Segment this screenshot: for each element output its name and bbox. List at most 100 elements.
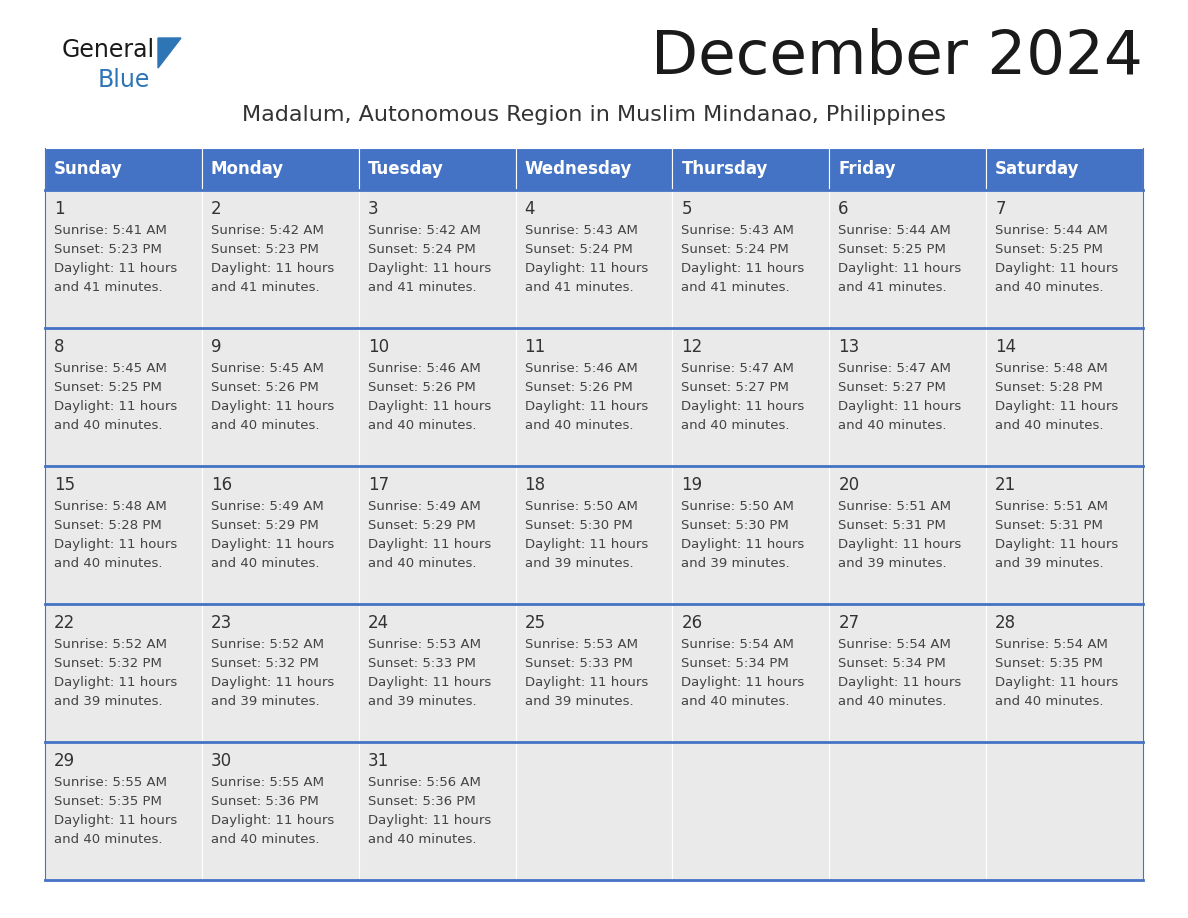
Text: 27: 27 xyxy=(839,614,859,632)
Text: Daylight: 11 hours: Daylight: 11 hours xyxy=(53,676,177,689)
Text: Sunrise: 5:54 AM: Sunrise: 5:54 AM xyxy=(839,638,952,651)
Text: Sunset: 5:27 PM: Sunset: 5:27 PM xyxy=(682,381,789,394)
Text: and 40 minutes.: and 40 minutes. xyxy=(996,281,1104,294)
Text: Daylight: 11 hours: Daylight: 11 hours xyxy=(53,814,177,827)
Text: and 39 minutes.: and 39 minutes. xyxy=(210,695,320,708)
Text: Sunrise: 5:55 AM: Sunrise: 5:55 AM xyxy=(210,776,324,789)
Text: 5: 5 xyxy=(682,200,691,218)
Bar xyxy=(829,190,986,328)
Text: Daylight: 11 hours: Daylight: 11 hours xyxy=(368,400,491,413)
Text: Sunrise: 5:43 AM: Sunrise: 5:43 AM xyxy=(525,224,638,237)
Text: 1: 1 xyxy=(53,200,64,218)
Text: and 41 minutes.: and 41 minutes. xyxy=(682,281,790,294)
Bar xyxy=(516,328,672,466)
Text: Sunset: 5:28 PM: Sunset: 5:28 PM xyxy=(53,519,162,532)
Text: Daylight: 11 hours: Daylight: 11 hours xyxy=(53,538,177,551)
Text: Sunset: 5:25 PM: Sunset: 5:25 PM xyxy=(839,243,946,256)
Text: Saturday: Saturday xyxy=(996,160,1080,178)
Text: Daylight: 11 hours: Daylight: 11 hours xyxy=(839,400,961,413)
Text: Sunset: 5:24 PM: Sunset: 5:24 PM xyxy=(525,243,632,256)
Text: Sunrise: 5:50 AM: Sunrise: 5:50 AM xyxy=(682,500,795,513)
Bar xyxy=(359,466,516,604)
Text: 21: 21 xyxy=(996,476,1017,494)
Text: Sunset: 5:36 PM: Sunset: 5:36 PM xyxy=(210,795,318,808)
Text: and 40 minutes.: and 40 minutes. xyxy=(210,833,320,846)
Text: Daylight: 11 hours: Daylight: 11 hours xyxy=(525,538,647,551)
Text: 19: 19 xyxy=(682,476,702,494)
Bar xyxy=(829,604,986,742)
Bar xyxy=(45,328,202,466)
Bar xyxy=(829,148,986,190)
Text: Sunrise: 5:52 AM: Sunrise: 5:52 AM xyxy=(53,638,168,651)
Bar xyxy=(202,466,359,604)
Text: Daylight: 11 hours: Daylight: 11 hours xyxy=(53,262,177,275)
Text: and 41 minutes.: and 41 minutes. xyxy=(368,281,476,294)
Text: Sunset: 5:31 PM: Sunset: 5:31 PM xyxy=(996,519,1102,532)
Text: Daylight: 11 hours: Daylight: 11 hours xyxy=(839,262,961,275)
Bar xyxy=(986,190,1143,328)
Text: Sunrise: 5:41 AM: Sunrise: 5:41 AM xyxy=(53,224,166,237)
Bar xyxy=(516,466,672,604)
Text: Daylight: 11 hours: Daylight: 11 hours xyxy=(210,814,334,827)
Text: and 40 minutes.: and 40 minutes. xyxy=(53,419,163,432)
Text: Daylight: 11 hours: Daylight: 11 hours xyxy=(368,262,491,275)
Text: Sunset: 5:35 PM: Sunset: 5:35 PM xyxy=(996,657,1102,670)
Text: 9: 9 xyxy=(210,338,221,356)
Text: Daylight: 11 hours: Daylight: 11 hours xyxy=(525,400,647,413)
Text: Sunset: 5:23 PM: Sunset: 5:23 PM xyxy=(53,243,162,256)
Text: Sunrise: 5:56 AM: Sunrise: 5:56 AM xyxy=(368,776,481,789)
Bar xyxy=(359,148,516,190)
Text: 8: 8 xyxy=(53,338,64,356)
Text: 12: 12 xyxy=(682,338,702,356)
Text: Wednesday: Wednesday xyxy=(525,160,632,178)
Text: Sunrise: 5:54 AM: Sunrise: 5:54 AM xyxy=(996,638,1108,651)
Text: Daylight: 11 hours: Daylight: 11 hours xyxy=(839,538,961,551)
Bar xyxy=(202,190,359,328)
Text: Sunrise: 5:50 AM: Sunrise: 5:50 AM xyxy=(525,500,638,513)
Bar xyxy=(672,148,829,190)
Text: and 40 minutes.: and 40 minutes. xyxy=(839,695,947,708)
Bar xyxy=(202,604,359,742)
Text: and 39 minutes.: and 39 minutes. xyxy=(368,695,476,708)
Text: 26: 26 xyxy=(682,614,702,632)
Text: Daylight: 11 hours: Daylight: 11 hours xyxy=(682,400,804,413)
Bar xyxy=(672,742,829,880)
Text: 23: 23 xyxy=(210,614,232,632)
Text: Daylight: 11 hours: Daylight: 11 hours xyxy=(839,676,961,689)
Text: 3: 3 xyxy=(368,200,378,218)
Text: Sunset: 5:29 PM: Sunset: 5:29 PM xyxy=(368,519,475,532)
Text: Sunset: 5:28 PM: Sunset: 5:28 PM xyxy=(996,381,1102,394)
Text: Daylight: 11 hours: Daylight: 11 hours xyxy=(682,262,804,275)
Text: Monday: Monday xyxy=(210,160,284,178)
Text: Daylight: 11 hours: Daylight: 11 hours xyxy=(996,400,1118,413)
Bar xyxy=(672,190,829,328)
Text: Sunset: 5:26 PM: Sunset: 5:26 PM xyxy=(525,381,632,394)
Bar xyxy=(672,328,829,466)
Text: 6: 6 xyxy=(839,200,848,218)
Text: and 40 minutes.: and 40 minutes. xyxy=(368,833,476,846)
Text: Sunset: 5:31 PM: Sunset: 5:31 PM xyxy=(839,519,946,532)
Text: Sunset: 5:32 PM: Sunset: 5:32 PM xyxy=(210,657,318,670)
Text: 4: 4 xyxy=(525,200,535,218)
Polygon shape xyxy=(158,38,181,68)
Text: 16: 16 xyxy=(210,476,232,494)
Text: Sunrise: 5:51 AM: Sunrise: 5:51 AM xyxy=(839,500,952,513)
Text: 25: 25 xyxy=(525,614,545,632)
Bar xyxy=(45,742,202,880)
Text: Daylight: 11 hours: Daylight: 11 hours xyxy=(525,676,647,689)
Text: Daylight: 11 hours: Daylight: 11 hours xyxy=(368,814,491,827)
Text: Sunrise: 5:42 AM: Sunrise: 5:42 AM xyxy=(210,224,324,237)
Text: and 40 minutes.: and 40 minutes. xyxy=(53,557,163,570)
Text: Sunset: 5:33 PM: Sunset: 5:33 PM xyxy=(525,657,632,670)
Text: Sunrise: 5:48 AM: Sunrise: 5:48 AM xyxy=(53,500,166,513)
Text: and 40 minutes.: and 40 minutes. xyxy=(996,419,1104,432)
Text: Sunset: 5:30 PM: Sunset: 5:30 PM xyxy=(525,519,632,532)
Text: and 40 minutes.: and 40 minutes. xyxy=(210,419,320,432)
Text: Blue: Blue xyxy=(97,68,151,92)
Text: Sunrise: 5:53 AM: Sunrise: 5:53 AM xyxy=(525,638,638,651)
Text: 30: 30 xyxy=(210,752,232,770)
Text: and 39 minutes.: and 39 minutes. xyxy=(682,557,790,570)
Text: 17: 17 xyxy=(368,476,388,494)
Text: and 41 minutes.: and 41 minutes. xyxy=(53,281,163,294)
Text: General: General xyxy=(62,38,156,62)
